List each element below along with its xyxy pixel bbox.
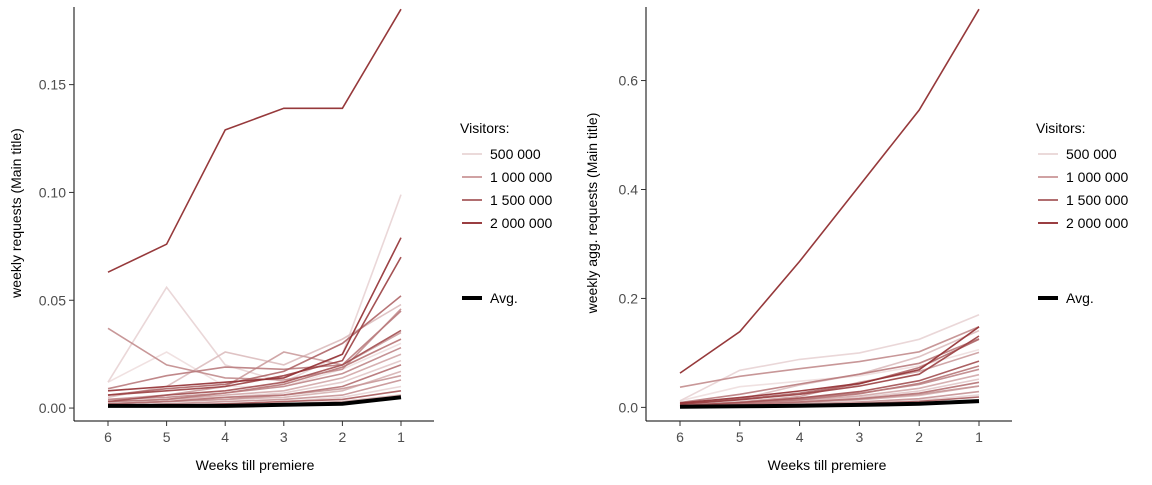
series-line [107, 329, 402, 403]
x-tick-label: 5 [163, 429, 171, 445]
x-tick-label: 5 [736, 429, 744, 445]
panel-weekly-agg-requests: 0.0 0.2 0.4 0.6 6 5 4 3 2 1 weekly agg. requests … [584, 7, 1012, 473]
series-line [107, 338, 402, 403]
series-line [679, 326, 980, 388]
y-axis-label: weekly requests (Main title) [8, 128, 24, 299]
average-line [679, 399, 980, 409]
legend-title: Visitors: [460, 120, 510, 136]
y-tick-label: 0.10 [39, 184, 66, 200]
series-line [107, 310, 402, 390]
axes-layer: 0.00 0.05 0.10 0.15 6 5 4 3 2 1 [39, 7, 434, 445]
legend-title: Visitors: [1036, 120, 1086, 136]
axes-layer: 0.0 0.2 0.4 0.6 6 5 4 3 2 1 [619, 7, 1012, 445]
series-line [107, 237, 402, 392]
x-tick-label: 1 [975, 429, 983, 445]
x-tick-label: 2 [339, 429, 347, 445]
x-tick-label: 4 [221, 429, 229, 445]
legend-label-1000000: 1 000 000 [1066, 169, 1128, 185]
series-line [107, 194, 402, 384]
series-line [107, 256, 402, 396]
series-line [679, 8, 980, 374]
y-tick-label: 0.4 [619, 181, 639, 197]
series-line [107, 8, 402, 273]
x-tick-label: 2 [915, 429, 923, 445]
legend-label-1500000: 1 500 000 [1066, 192, 1128, 208]
x-tick-label: 6 [104, 429, 112, 445]
series-line [679, 335, 980, 405]
legend-label-1500000: 1 500 000 [490, 192, 552, 208]
y-tick-label: 0.6 [619, 73, 639, 89]
y-tick-label: 0.0 [619, 399, 639, 415]
x-axis-label: Weeks till premiere [768, 457, 887, 473]
legend: Visitors: 500 000 1 000 000 1 500 000 2 … [1036, 120, 1128, 306]
series-line [107, 346, 402, 401]
legend-label-1000000: 1 000 000 [490, 169, 552, 185]
series-line [679, 326, 980, 404]
panel-weekly-requests: 0.00 0.05 0.10 0.15 6 5 4 3 2 1 weekly requests (… [8, 7, 434, 473]
legend-label-average: Avg. [490, 290, 518, 306]
legend-label-2000000: 2 000 000 [1066, 215, 1128, 231]
y-axis-label: weekly agg. requests (Main title) [584, 113, 600, 315]
x-tick-label: 4 [796, 429, 804, 445]
legend: Visitors: 500 000 1 000 000 1 500 000 2 … [460, 120, 552, 306]
series-layer [679, 8, 980, 409]
y-tick-label: 0.2 [619, 290, 639, 306]
series-layer [107, 8, 402, 408]
average-line [108, 395, 402, 408]
series-line [679, 360, 980, 407]
x-tick-label: 1 [397, 429, 405, 445]
legend-label-2000000: 2 000 000 [490, 215, 552, 231]
y-tick-label: 0.05 [39, 292, 66, 308]
legend-label-500000: 500 000 [1066, 146, 1117, 162]
legend-label-500000: 500 000 [490, 146, 541, 162]
series-line [679, 365, 980, 407]
y-tick-label: 0.00 [39, 400, 66, 416]
x-axis-label: Weeks till premiere [196, 457, 315, 473]
series-line [679, 337, 980, 404]
x-tick-label: 3 [280, 429, 288, 445]
legend-label-average: Avg. [1066, 290, 1094, 306]
x-tick-label: 3 [856, 429, 864, 445]
x-tick-label: 6 [676, 429, 684, 445]
y-tick-label: 0.15 [39, 77, 66, 93]
series-line [107, 364, 402, 405]
series-line [679, 314, 980, 402]
